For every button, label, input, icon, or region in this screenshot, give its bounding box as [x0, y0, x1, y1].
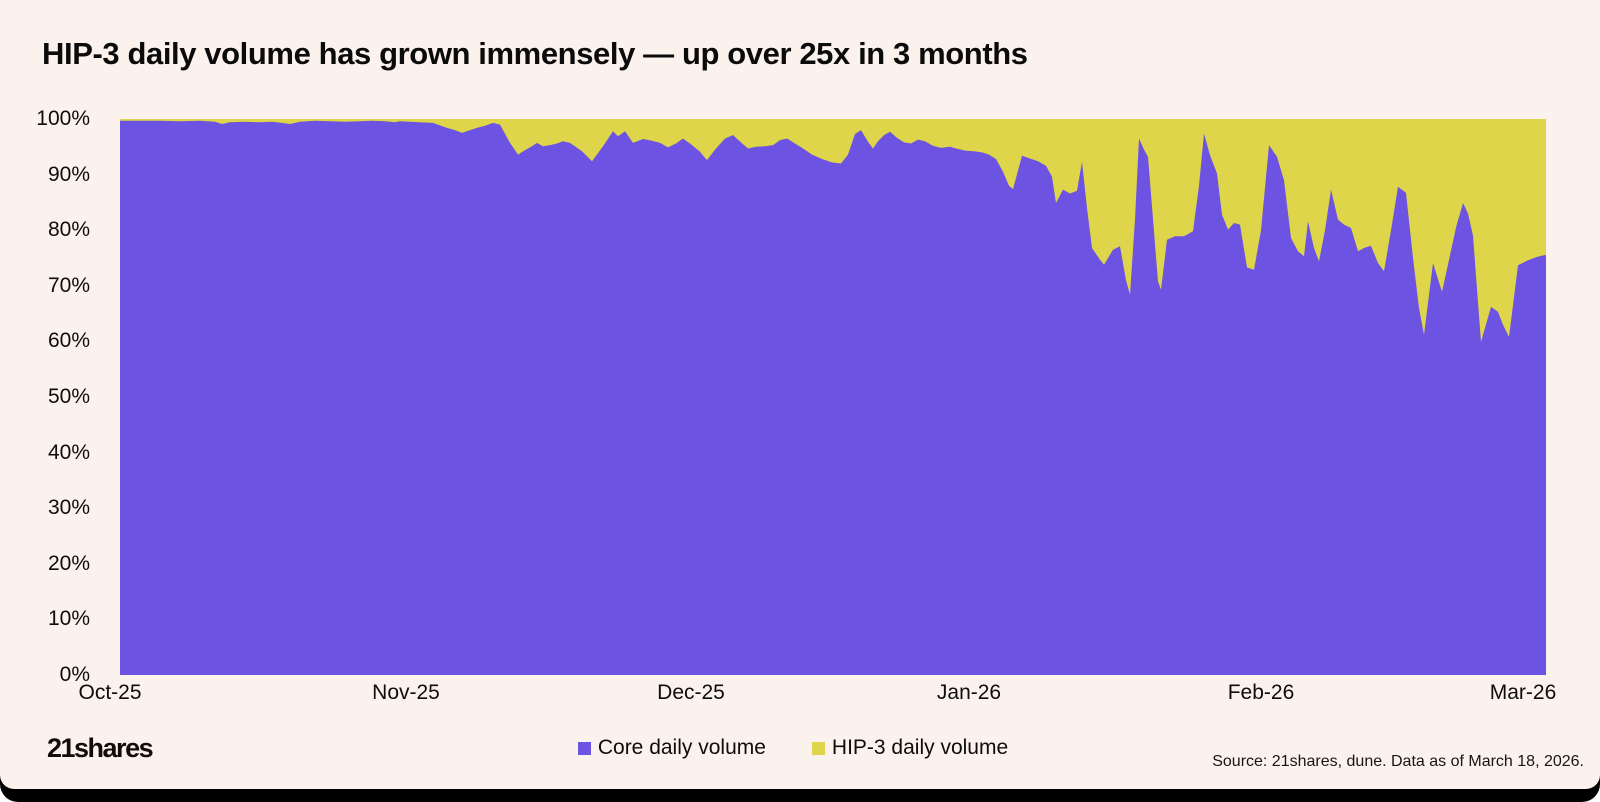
x-tick-label: Jan-26 [936, 681, 1002, 704]
chart-title: HIP-3 daily volume has grown immensely —… [42, 36, 1028, 71]
source-note: Source: 21shares, dune. Data as of March… [1212, 753, 1584, 770]
legend-item: Core daily volume [577, 736, 766, 760]
legend-item: HIP-3 daily volume [811, 736, 1009, 760]
x-tick-label: Dec-25 [657, 681, 725, 704]
stacked-area-svg [120, 119, 1546, 675]
y-axis: 0% 10% 20% 30% 40% 50% 60% 70% 80% 90% 100% [0, 107, 104, 686]
y-tick-label: 20% [47, 551, 90, 575]
x-tick-label: Mar-26 [1489, 681, 1557, 704]
legend-swatch [811, 741, 825, 755]
y-tick-label: 90% [47, 162, 90, 186]
core-area [120, 120, 1546, 675]
x-tick-label: Nov-25 [372, 681, 440, 704]
y-tick-label: 70% [47, 273, 90, 297]
legend-label: HIP-3 daily volume [831, 736, 1009, 759]
legend-label: Core daily volume [597, 736, 766, 759]
y-tick-label: 30% [47, 496, 90, 520]
legend-swatch [577, 741, 591, 755]
legend: Core daily volume HIP-3 daily volume [0, 736, 1586, 760]
x-axis: Oct-25 Nov-25 Dec-25 Jan-26 Feb-26 Mar-26 [78, 681, 1556, 711]
y-tick-label: 40% [47, 440, 90, 464]
y-tick-label: 100% [36, 107, 90, 130]
y-tick-label: 80% [47, 218, 90, 242]
stacked-area-plot [120, 119, 1546, 675]
brand-logo: 21shares [47, 733, 154, 763]
y-tick-label: 50% [47, 385, 90, 408]
y-tick-label: 10% [47, 607, 90, 631]
x-tick-label: Oct-25 [78, 681, 142, 704]
y-tick-label: 0% [59, 663, 90, 686]
y-tick-label: 60% [47, 329, 90, 353]
x-tick-label: Feb-26 [1227, 681, 1295, 704]
